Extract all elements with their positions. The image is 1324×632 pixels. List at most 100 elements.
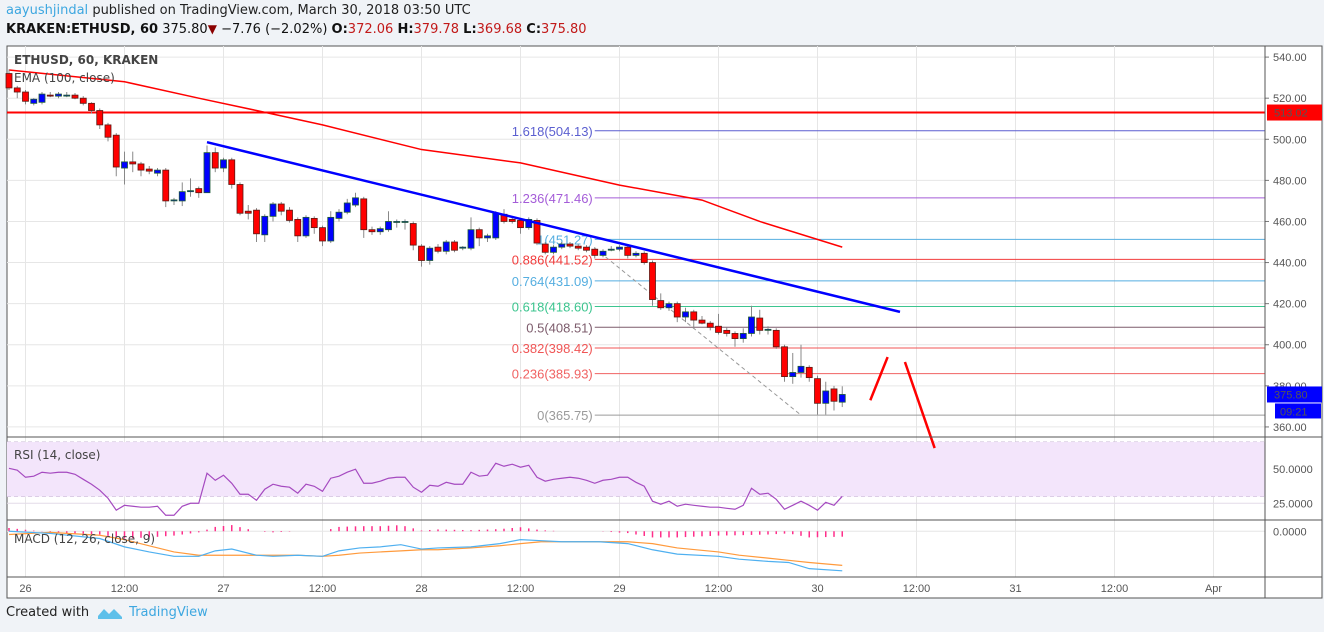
price-tick-label: 420.00 (1273, 299, 1307, 311)
candle (814, 375, 821, 415)
candle (731, 331, 739, 347)
candle (772, 328, 780, 349)
candle-body (154, 169, 161, 174)
time-tick-label: 12:00 (903, 583, 931, 595)
tradingview-link[interactable]: TradingView (129, 605, 208, 620)
main-pane-title: ETHUSD, 60, KRAKEN (14, 53, 158, 67)
candle-body (335, 211, 343, 219)
candle (789, 352, 797, 384)
candle-body (541, 243, 549, 253)
candle-body (121, 161, 128, 169)
projection-arrow (903, 361, 936, 449)
candle (418, 244, 425, 267)
candle-body (517, 220, 524, 229)
candle (484, 233, 491, 243)
candle (649, 260, 656, 306)
time-tick-label: 26 (19, 583, 31, 595)
candle-body (682, 311, 689, 318)
candle (517, 218, 524, 234)
candle (574, 244, 582, 251)
candle-body (253, 209, 260, 235)
candle (46, 92, 54, 98)
candle (508, 217, 516, 224)
candle (112, 133, 120, 177)
price-tick-label: 360.00 (1273, 422, 1307, 434)
candle-body (71, 94, 79, 99)
candle (5, 69, 13, 90)
candle-body (715, 325, 722, 333)
publish-info: aayushjindal published on TradingView.co… (6, 3, 471, 18)
fib-retracement[interactable]: 1.618(504.13) 1.236(471.46) 1(451.27) 0.886… (512, 124, 1265, 423)
candle-body (574, 245, 582, 249)
rsi-pane[interactable] (8, 462, 843, 516)
fib-level-label: 0.618(418.60) (512, 300, 593, 315)
candle-body (426, 247, 434, 261)
candle-body (822, 390, 830, 404)
candle-body (220, 159, 227, 169)
candle (319, 225, 326, 247)
candle-body (508, 219, 516, 222)
low-label: L: (463, 22, 477, 37)
candle-body (327, 216, 335, 242)
resistance-price-label: 513.02 (1274, 108, 1308, 120)
candle-body (343, 202, 351, 213)
candle-body (277, 203, 285, 212)
price-tick-label: 400.00 (1273, 340, 1307, 352)
candle-body (739, 333, 747, 339)
candle-body (756, 317, 764, 331)
candle (71, 93, 79, 100)
candle-body (79, 97, 87, 104)
main-pane[interactable] (5, 69, 1265, 449)
candle (302, 215, 310, 238)
candle (566, 242, 574, 249)
candle-body (723, 329, 731, 334)
candle (13, 85, 21, 99)
time-tick-label: 27 (217, 583, 229, 595)
candle-body (781, 346, 788, 377)
rsi-band (7, 442, 1265, 497)
candle (624, 245, 632, 259)
author-link[interactable]: aayushjindal (6, 3, 89, 18)
price-tick-label: 500.00 (1273, 134, 1307, 146)
ema-legend: EMA (100, close) (14, 71, 115, 85)
triangle-down-icon: ▼ (207, 22, 217, 36)
candle (434, 244, 442, 254)
macd-pane[interactable] (8, 525, 843, 572)
candle-body (302, 216, 310, 237)
fib-level-label: 1(451.27) (537, 232, 593, 247)
candle-body (13, 87, 21, 93)
candle (88, 102, 95, 114)
candle-body (137, 163, 145, 171)
open-label: O: (331, 22, 348, 37)
chart-frame (6, 45, 1323, 599)
candle-body (376, 228, 384, 233)
candle (162, 168, 170, 208)
candle (187, 178, 194, 197)
candle (22, 89, 29, 105)
candle (467, 217, 475, 251)
candle-body (63, 94, 71, 97)
macd-tick-label: 0.0000 (1273, 526, 1307, 538)
candle-body (789, 372, 797, 377)
candle (55, 92, 62, 99)
candle-body (616, 246, 623, 250)
candle-body (459, 246, 467, 249)
time-tick-label: Apr (1205, 583, 1222, 595)
candle (277, 201, 285, 216)
candle (673, 301, 681, 323)
macd-legend: MACD (12, 26, close, 9) (14, 532, 155, 546)
candle-body (607, 248, 615, 251)
candle-body (236, 184, 244, 214)
candle (195, 186, 203, 198)
candle-body (162, 169, 170, 202)
candle-body (360, 198, 368, 231)
candle (632, 251, 640, 258)
candle (294, 217, 302, 243)
candle (706, 321, 714, 331)
candle (385, 211, 392, 232)
candle (236, 182, 244, 216)
time-tick-label: 12:00 (705, 583, 733, 595)
candle (698, 315, 706, 325)
candle (525, 217, 533, 230)
